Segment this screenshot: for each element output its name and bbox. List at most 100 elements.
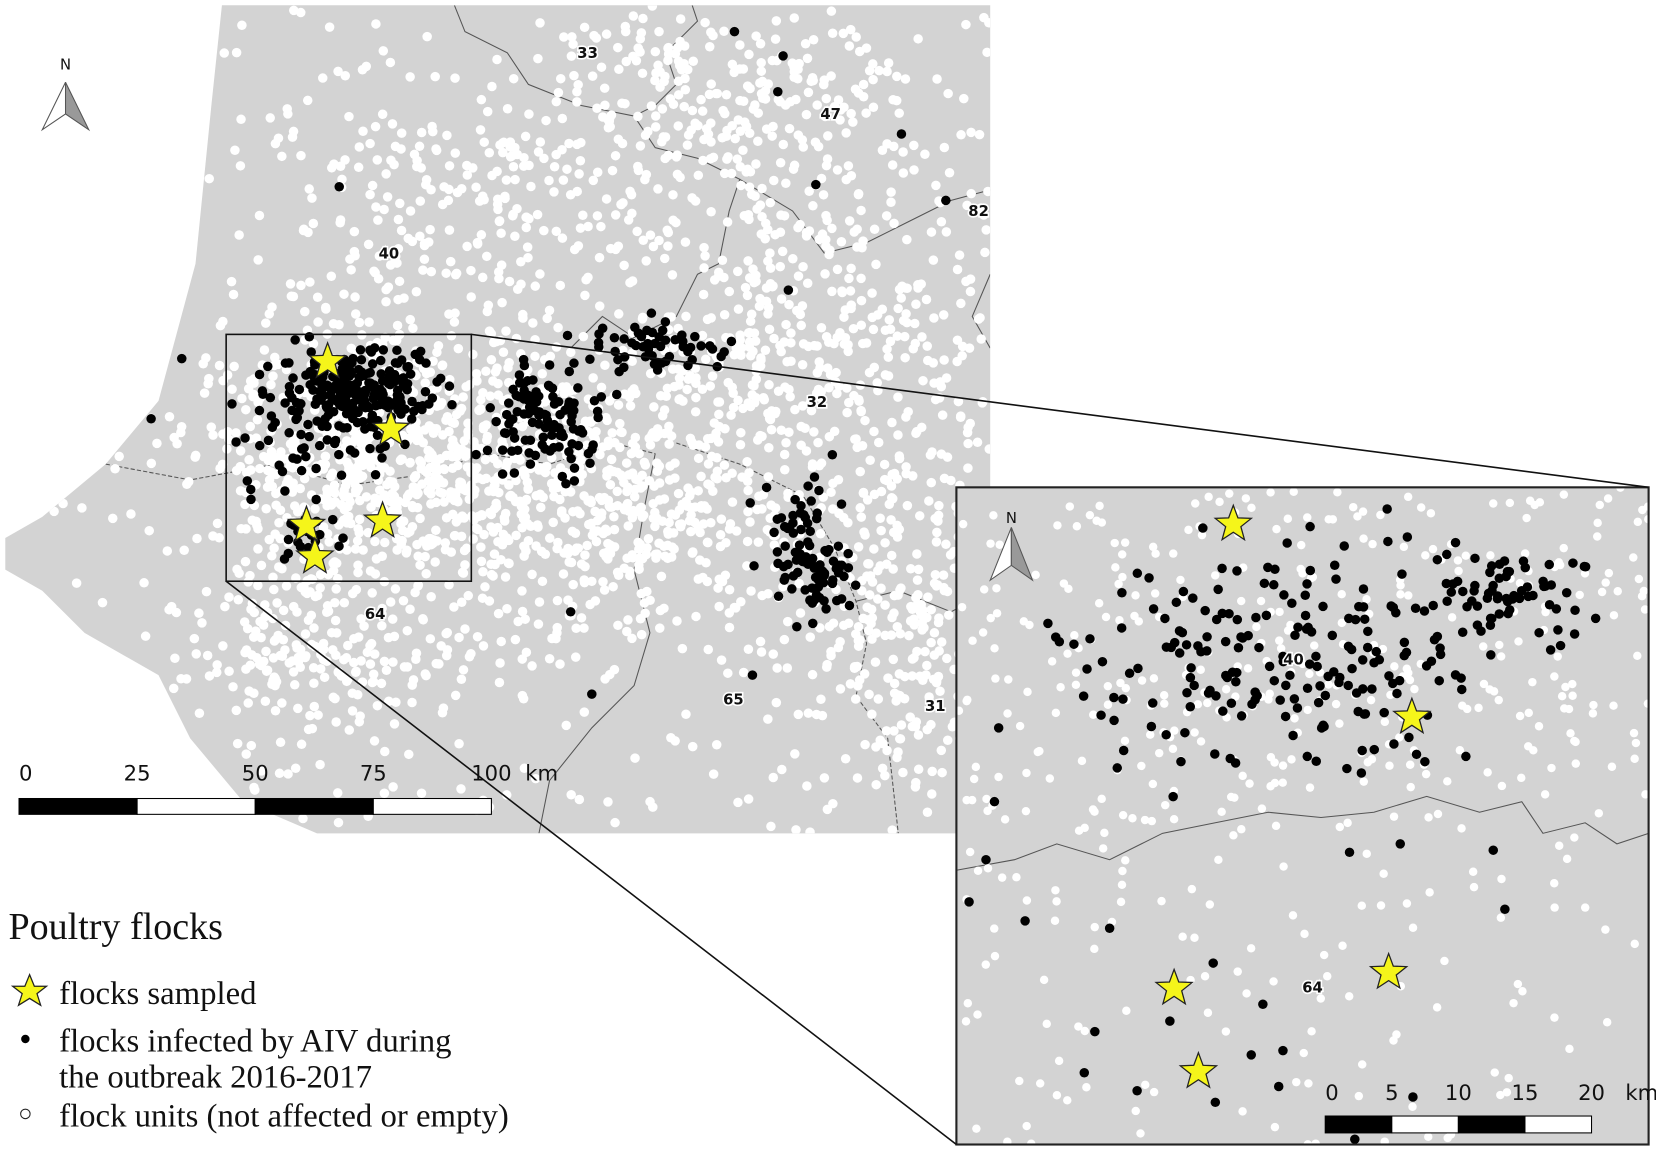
flock-unit xyxy=(977,398,988,408)
flock-unit xyxy=(373,215,383,225)
flock-unit xyxy=(655,82,665,92)
flock-unit xyxy=(1522,513,1531,523)
flock-unit xyxy=(426,489,436,499)
flock-unit xyxy=(425,224,435,235)
flock-unit xyxy=(557,382,568,392)
flock-unit xyxy=(624,470,634,480)
flock-unit xyxy=(536,502,546,513)
flock-unit xyxy=(454,739,464,749)
flock-unit xyxy=(1196,737,1206,746)
flock-unit xyxy=(168,683,179,694)
flock-unit xyxy=(802,53,813,64)
flock-unit xyxy=(1566,729,1575,738)
flock-unit xyxy=(540,549,551,559)
flock-unit xyxy=(450,530,460,541)
flock-unit xyxy=(1494,695,1503,705)
flock-unit xyxy=(927,766,937,777)
flock-unit xyxy=(616,199,626,210)
infected-flock xyxy=(403,361,414,372)
infected-flock xyxy=(1124,668,1135,679)
infected-flock xyxy=(843,548,853,559)
flock-unit xyxy=(743,506,753,517)
flock-unit xyxy=(864,689,874,700)
infected-flock xyxy=(514,378,525,388)
flock-unit xyxy=(592,167,603,178)
flock-unit xyxy=(884,315,895,325)
flock-unit xyxy=(551,342,562,352)
flock-unit xyxy=(1116,897,1126,907)
infected-flock xyxy=(780,572,790,583)
flock-unit xyxy=(346,343,357,354)
infected-flock xyxy=(279,554,290,564)
flock-unit xyxy=(1589,700,1598,710)
infected-flock xyxy=(561,479,571,489)
flock-unit xyxy=(717,255,728,265)
infected-flock xyxy=(1356,768,1367,778)
flock-unit xyxy=(1169,549,1178,558)
flock-unit xyxy=(364,608,374,618)
infected-flock xyxy=(296,465,307,476)
flock-unit xyxy=(334,320,344,330)
flock-unit xyxy=(801,109,812,120)
flock-unit xyxy=(557,506,567,516)
flock-unit xyxy=(1137,761,1146,771)
flock-unit xyxy=(1483,768,1492,777)
flock-unit xyxy=(415,231,425,242)
flock-unit xyxy=(418,615,429,625)
flock-unit xyxy=(408,323,418,334)
flock-unit xyxy=(339,597,350,608)
flock-unit xyxy=(172,439,182,449)
flock-unit xyxy=(1421,769,1431,779)
flock-unit xyxy=(354,495,365,506)
infected-flock xyxy=(1312,661,1322,672)
infected-flock xyxy=(614,366,624,377)
flock-unit xyxy=(675,522,686,532)
flock-unit xyxy=(768,121,778,132)
flock-unit xyxy=(832,388,842,399)
flock-unit xyxy=(686,125,697,135)
flock-unit xyxy=(613,620,623,631)
infected-flock xyxy=(527,403,537,414)
flock-unit xyxy=(1443,777,1452,786)
flock-unit xyxy=(690,363,701,373)
flock-unit xyxy=(288,667,299,677)
infected-flock xyxy=(1344,847,1355,858)
flock-unit xyxy=(779,634,790,645)
flock-unit xyxy=(1601,925,1610,934)
flock-unit xyxy=(1051,886,1060,895)
infected-flock xyxy=(392,385,403,396)
flock-unit xyxy=(1380,717,1390,727)
flock-unit xyxy=(852,224,862,234)
infected-flock xyxy=(803,481,813,491)
flock-unit xyxy=(739,210,750,221)
infected-flock xyxy=(772,547,783,557)
infected-flock xyxy=(1225,753,1235,764)
flock-unit xyxy=(644,476,655,486)
flock-unit xyxy=(651,553,661,563)
flock-unit xyxy=(863,615,873,625)
flock-unit xyxy=(1297,540,1306,550)
flock-unit xyxy=(986,539,995,548)
flock-unit xyxy=(630,753,640,763)
flock-unit xyxy=(372,700,383,711)
flock-unit xyxy=(916,422,927,433)
infected-flock xyxy=(792,622,802,632)
flock-unit xyxy=(805,632,816,642)
flock-unit xyxy=(356,614,366,624)
infected-flock xyxy=(562,330,573,341)
flock-unit xyxy=(1408,1102,1417,1111)
flock-unit xyxy=(827,28,838,38)
flock-unit xyxy=(627,356,637,367)
flock-unit xyxy=(371,202,381,212)
flock-unit xyxy=(1335,822,1345,832)
flock-unit xyxy=(71,578,82,588)
flock-unit xyxy=(627,550,638,560)
flock-unit xyxy=(715,541,726,552)
infected-flock xyxy=(321,401,332,412)
flock-unit xyxy=(898,767,908,778)
flock-unit xyxy=(1070,631,1079,640)
flock-unit xyxy=(237,20,247,30)
flock-unit xyxy=(735,439,746,450)
flock-unit xyxy=(860,739,870,750)
flock-unit xyxy=(108,513,118,524)
